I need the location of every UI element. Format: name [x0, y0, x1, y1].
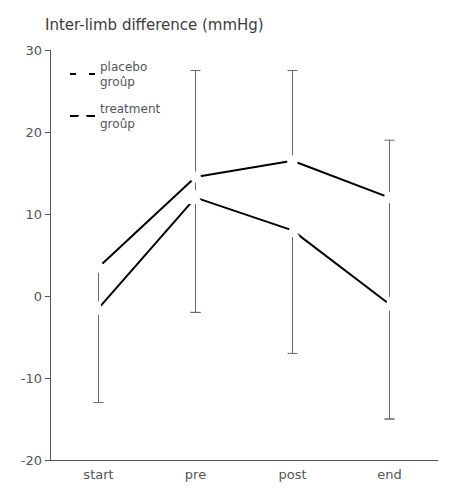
- svg-text:groûp: groûp: [100, 75, 135, 89]
- svg-text:0: 0: [34, 289, 42, 304]
- svg-text:treatment: treatment: [100, 102, 160, 116]
- svg-text:groûp: groûp: [100, 117, 135, 131]
- svg-text:start: start: [83, 467, 113, 482]
- svg-text:20: 20: [25, 125, 42, 140]
- svg-text:post: post: [278, 467, 306, 482]
- svg-text:pre: pre: [185, 467, 206, 482]
- svg-text:Inter-limb difference (mmHg): Inter-limb difference (mmHg): [45, 16, 264, 34]
- svg-text:end: end: [377, 467, 402, 482]
- svg-text:10: 10: [25, 207, 42, 222]
- svg-text:placebo: placebo: [100, 60, 147, 74]
- svg-text:-10: -10: [21, 371, 42, 386]
- svg-text:-20: -20: [21, 453, 42, 468]
- svg-text:30: 30: [25, 43, 42, 58]
